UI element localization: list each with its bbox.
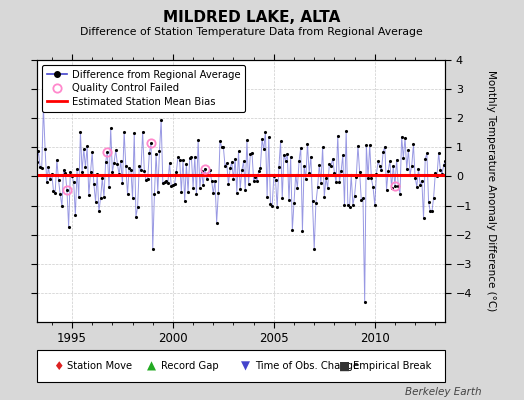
Text: ▼: ▼ [241,360,250,372]
Text: MILDRED LAKE, ALTA: MILDRED LAKE, ALTA [163,10,340,25]
Text: Berkeley Earth: Berkeley Earth [406,387,482,397]
Text: Difference of Station Temperature Data from Regional Average: Difference of Station Temperature Data f… [80,27,423,37]
Text: Record Gap: Record Gap [161,361,219,371]
Y-axis label: Monthly Temperature Anomaly Difference (°C): Monthly Temperature Anomaly Difference (… [486,70,496,312]
Text: Empirical Break: Empirical Break [354,361,432,371]
Text: ▲: ▲ [147,360,156,372]
FancyBboxPatch shape [37,350,445,382]
Text: ♦: ♦ [53,360,63,372]
Legend: Difference from Regional Average, Quality Control Failed, Estimated Station Mean: Difference from Regional Average, Qualit… [42,65,245,112]
Text: ■: ■ [339,360,350,372]
Text: Time of Obs. Change: Time of Obs. Change [255,361,359,371]
Text: Station Move: Station Move [68,361,133,371]
